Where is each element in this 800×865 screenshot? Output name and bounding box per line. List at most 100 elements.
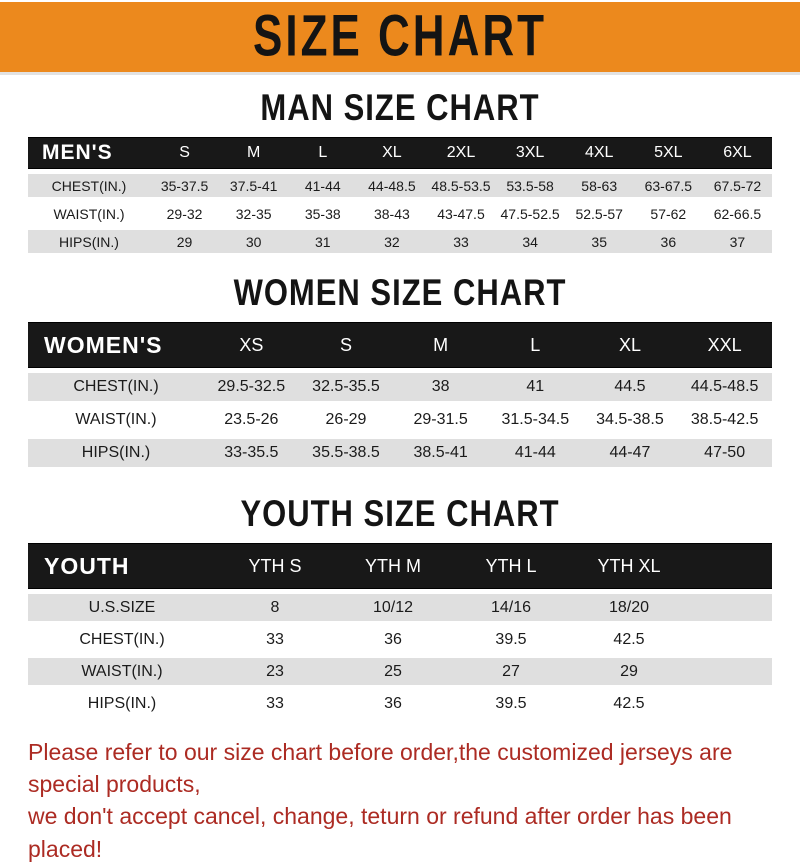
youth-column-header-yth-s: YTH S [216, 543, 334, 589]
men-corner-label: MEN'S [28, 137, 150, 169]
men-section-title: MAN SIZE CHART [260, 86, 540, 129]
row-label: U.S.SIZE [28, 594, 216, 621]
cell: 33 [426, 230, 496, 253]
cell: 29-31.5 [393, 406, 488, 434]
cell: 57-62 [633, 202, 703, 225]
men-column-header-6xl: 6XL [702, 137, 772, 169]
youth-section-title: YOUTH SIZE CHART [240, 492, 560, 535]
cell: 34.5-38.5 [582, 406, 678, 434]
men-column-header-m: M [219, 137, 289, 169]
women-column-header-xl: XL [582, 322, 678, 368]
cell: 29-32 [150, 202, 220, 225]
men-size-table: MEN'S S M L XL 2XL 3XL 4XL 5XL 6XL CHEST(IN.) 35-37… [28, 132, 772, 258]
women-column-header-xs: XS [204, 322, 299, 368]
youth-row-hipsin: HIPS(IN.) 33 36 39.5 42.5 [28, 690, 772, 717]
youth-corner-label: YOUTH [28, 543, 216, 589]
filler-cell [688, 658, 772, 685]
row-label: CHEST(IN.) [28, 174, 150, 197]
cell: 41 [487, 373, 583, 401]
cell: 42.5 [570, 690, 688, 717]
women-column-header-m: M [393, 322, 488, 368]
cell: 14/16 [452, 594, 570, 621]
cell: 48.5-53.5 [426, 174, 496, 197]
cell: 29 [150, 230, 220, 253]
cell: 32.5-35.5 [298, 373, 394, 401]
women-column-header-xxl: XXL [677, 322, 772, 368]
men-column-header-l: L [288, 137, 358, 169]
men-column-header-4xl: 4XL [564, 137, 634, 169]
cell: 67.5-72 [702, 174, 772, 197]
women-column-header-s: S [298, 322, 394, 368]
cell: 39.5 [452, 626, 570, 653]
women-row-hipsin: HIPS(IN.) 33-35.5 35.5-38.5 38.5-41 41-44 44-… [28, 439, 772, 467]
cell: 23.5-26 [204, 406, 299, 434]
cell: 38.5-42.5 [677, 406, 772, 434]
section-men: MAN SIZE CHART MEN'S S M L XL 2XL 3XL 4XL 5XL 6XL… [0, 86, 800, 258]
cell: 52.5-57 [564, 202, 634, 225]
women-header-row: WOMEN'S XS S M L XL XXL [28, 322, 772, 368]
cell: 47.5-52.5 [495, 202, 565, 225]
cell: 31 [288, 230, 358, 253]
cell: 23 [216, 658, 334, 685]
cell: 38 [393, 373, 488, 401]
men-header-row: MEN'S S M L XL 2XL 3XL 4XL 5XL 6XL [28, 137, 772, 169]
cell: 39.5 [452, 690, 570, 717]
cell: 33 [216, 626, 334, 653]
men-column-header-5xl: 5XL [633, 137, 703, 169]
cell: 36 [334, 690, 452, 717]
order-policy-line-2: we don't accept cancel, change, teturn o… [28, 803, 732, 862]
cell: 32 [357, 230, 427, 253]
cell: 32-35 [219, 202, 289, 225]
youth-row-chestin: CHEST(IN.) 33 36 39.5 42.5 [28, 626, 772, 653]
youth-header-row: YOUTH YTH S YTH M YTH L YTH XL [28, 543, 772, 589]
women-row-waistin: WAIST(IN.) 23.5-26 26-29 29-31.5 31.5-34.5 34… [28, 406, 772, 434]
youth-column-header-yth-l: YTH L [452, 543, 570, 589]
cell: 63-67.5 [633, 174, 703, 197]
youth-row-ussize: U.S.SIZE 8 10/12 14/16 18/20 [28, 594, 772, 621]
women-size-table: WOMEN'S XS S M L XL XXL CHEST(IN.) 29.5-32.5 32.5… [28, 317, 772, 472]
cell: 58-63 [564, 174, 634, 197]
row-label: WAIST(IN.) [28, 202, 150, 225]
youth-row-waistin: WAIST(IN.) 23 25 27 29 [28, 658, 772, 685]
cell: 29.5-32.5 [204, 373, 299, 401]
men-row-chestin: CHEST(IN.) 35-37.5 37.5-41 41-44 44-48.5 48.5… [28, 174, 772, 197]
cell: 34 [495, 230, 565, 253]
cell: 33-35.5 [204, 439, 299, 467]
cell: 18/20 [570, 594, 688, 621]
men-column-header-xl: XL [357, 137, 427, 169]
cell: 38.5-41 [393, 439, 488, 467]
cell: 47-50 [677, 439, 772, 467]
cell: 35-38 [288, 202, 358, 225]
filler-cell [688, 594, 772, 621]
cell: 62-66.5 [702, 202, 772, 225]
cell: 41-44 [487, 439, 583, 467]
cell: 41-44 [288, 174, 358, 197]
row-label: HIPS(IN.) [28, 439, 204, 467]
men-row-hipsin: HIPS(IN.) 29 30 31 32 33 34 35 36 37 [28, 230, 772, 253]
men-column-header-3xl: 3XL [495, 137, 565, 169]
filler-cell [688, 690, 772, 717]
cell: 42.5 [570, 626, 688, 653]
cell: 35-37.5 [150, 174, 220, 197]
row-label: WAIST(IN.) [28, 658, 216, 685]
cell: 44-48.5 [357, 174, 427, 197]
youth-column-header-yth-m: YTH M [334, 543, 452, 589]
women-section-title: WOMEN SIZE CHART [233, 271, 567, 314]
section-women: WOMEN SIZE CHART WOMEN'S XS S M L XL XXL CHEST(… [0, 271, 800, 472]
men-column-header-2xl: 2XL [426, 137, 496, 169]
men-row-waistin: WAIST(IN.) 29-32 32-35 35-38 38-43 43-47.5 47.… [28, 202, 772, 225]
cell: 44.5-48.5 [677, 373, 772, 401]
cell: 38-43 [357, 202, 427, 225]
men-column-header-s: S [150, 137, 220, 169]
order-policy-note: Please refer to our size chart before or… [28, 736, 772, 865]
cell: 27 [452, 658, 570, 685]
cell: 35.5-38.5 [298, 439, 394, 467]
cell: 26-29 [298, 406, 394, 434]
cell: 36 [334, 626, 452, 653]
cell: 8 [216, 594, 334, 621]
women-column-header-l: L [487, 322, 583, 368]
cell: 35 [564, 230, 634, 253]
cell: 43-47.5 [426, 202, 496, 225]
row-label: HIPS(IN.) [28, 690, 216, 717]
cell: 44.5 [582, 373, 678, 401]
